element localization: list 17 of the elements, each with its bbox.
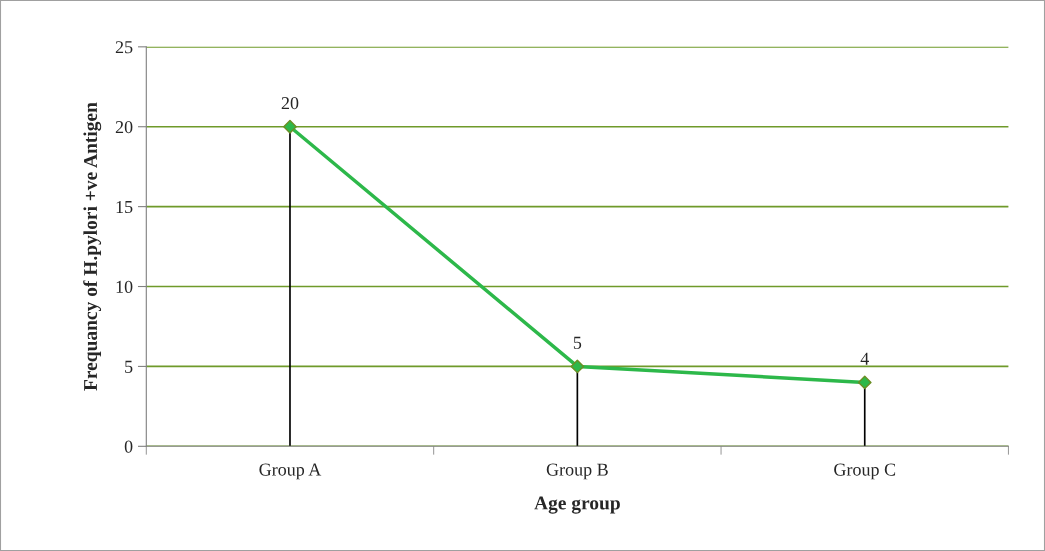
- x-tick-label: Group A: [259, 463, 322, 480]
- x-axis-title: Age group: [534, 496, 620, 514]
- y-tick-label: 5: [125, 360, 133, 373]
- point: [570, 359, 585, 374]
- x-tick-label: Group B: [546, 463, 608, 480]
- point: [283, 119, 297, 134]
- y-tick-label: 15: [116, 200, 133, 214]
- x-tick-label: Group C: [834, 463, 896, 480]
- data-label: 4: [860, 352, 869, 365]
- y-tick-label: 0: [124, 440, 133, 453]
- data-label: 5: [573, 336, 582, 349]
- y-tick-label: 10: [116, 280, 133, 293]
- y-tick-label: 25: [115, 41, 133, 54]
- y-tick-label: 20: [115, 120, 133, 134]
- y-axis-title: Frequancy of H.pylori +ve Antigen: [83, 102, 102, 391]
- data-label: 20: [281, 96, 299, 110]
- point: [857, 375, 872, 390]
